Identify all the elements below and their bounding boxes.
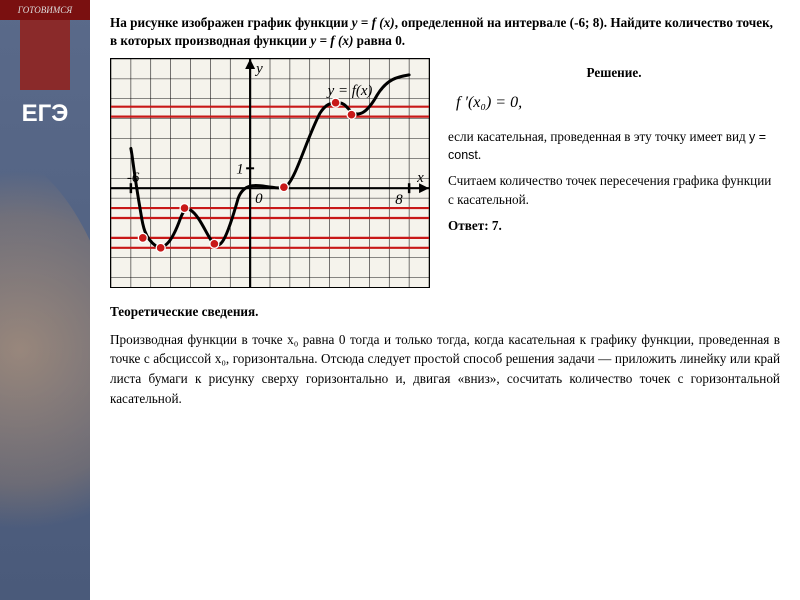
answer-value: 7. [492, 218, 502, 233]
problem-text-1: На рисунке изображен график функции [110, 15, 352, 30]
problem-statement: На рисунке изображен график функции y = … [110, 14, 780, 50]
solution-column: Решение. f ′(x₀) = 0, если касательная, … [448, 58, 780, 288]
sidebar-deco-square [20, 20, 70, 90]
solution-p1: если касательная, проведенная в эту точк… [448, 128, 780, 165]
function-chart: yx01-68y = f(x) [110, 58, 430, 288]
solution-title: Решение. [448, 64, 780, 82]
svg-text:1: 1 [236, 161, 243, 177]
problem-fn-1: y = f (x) [352, 15, 395, 30]
chart-svg: yx01-68y = f(x) [111, 59, 429, 288]
theory-title: Теоретические сведения. [110, 304, 780, 320]
sidebar-deco-blur [0, 136, 90, 565]
solution-formula: f ′(x₀) = 0, [456, 92, 780, 114]
sidebar: ГОТОВИМСЯ ЕГЭ [0, 0, 90, 600]
answer-label: Ответ: [448, 218, 492, 233]
sidebar-logo: ЕГЭ [0, 100, 90, 128]
main-content: На рисунке изображен график функции y = … [90, 0, 800, 600]
svg-text:y = f(x): y = f(x) [326, 82, 373, 98]
sidebar-banner: ГОТОВИМСЯ [0, 0, 90, 20]
solution-p2: Считаем количество точек пересечения гра… [448, 172, 780, 208]
svg-text:y: y [254, 61, 263, 77]
problem-text-3: равна 0. [353, 33, 405, 48]
solution-p1-end: . [478, 147, 481, 162]
svg-text:x: x [416, 170, 424, 186]
svg-text:0: 0 [255, 191, 263, 207]
svg-text:8: 8 [395, 192, 403, 208]
theory-text: Производная функции в точке x₀ равна 0 т… [110, 330, 780, 409]
content-row: yx01-68y = f(x) Решение. f ′(x₀) = 0, ес… [110, 58, 780, 288]
solution-p1-text: если касательная, проведенная в эту точк… [448, 129, 749, 144]
problem-fn-2: y = f (x) [310, 33, 353, 48]
answer: Ответ: 7. [448, 217, 780, 235]
